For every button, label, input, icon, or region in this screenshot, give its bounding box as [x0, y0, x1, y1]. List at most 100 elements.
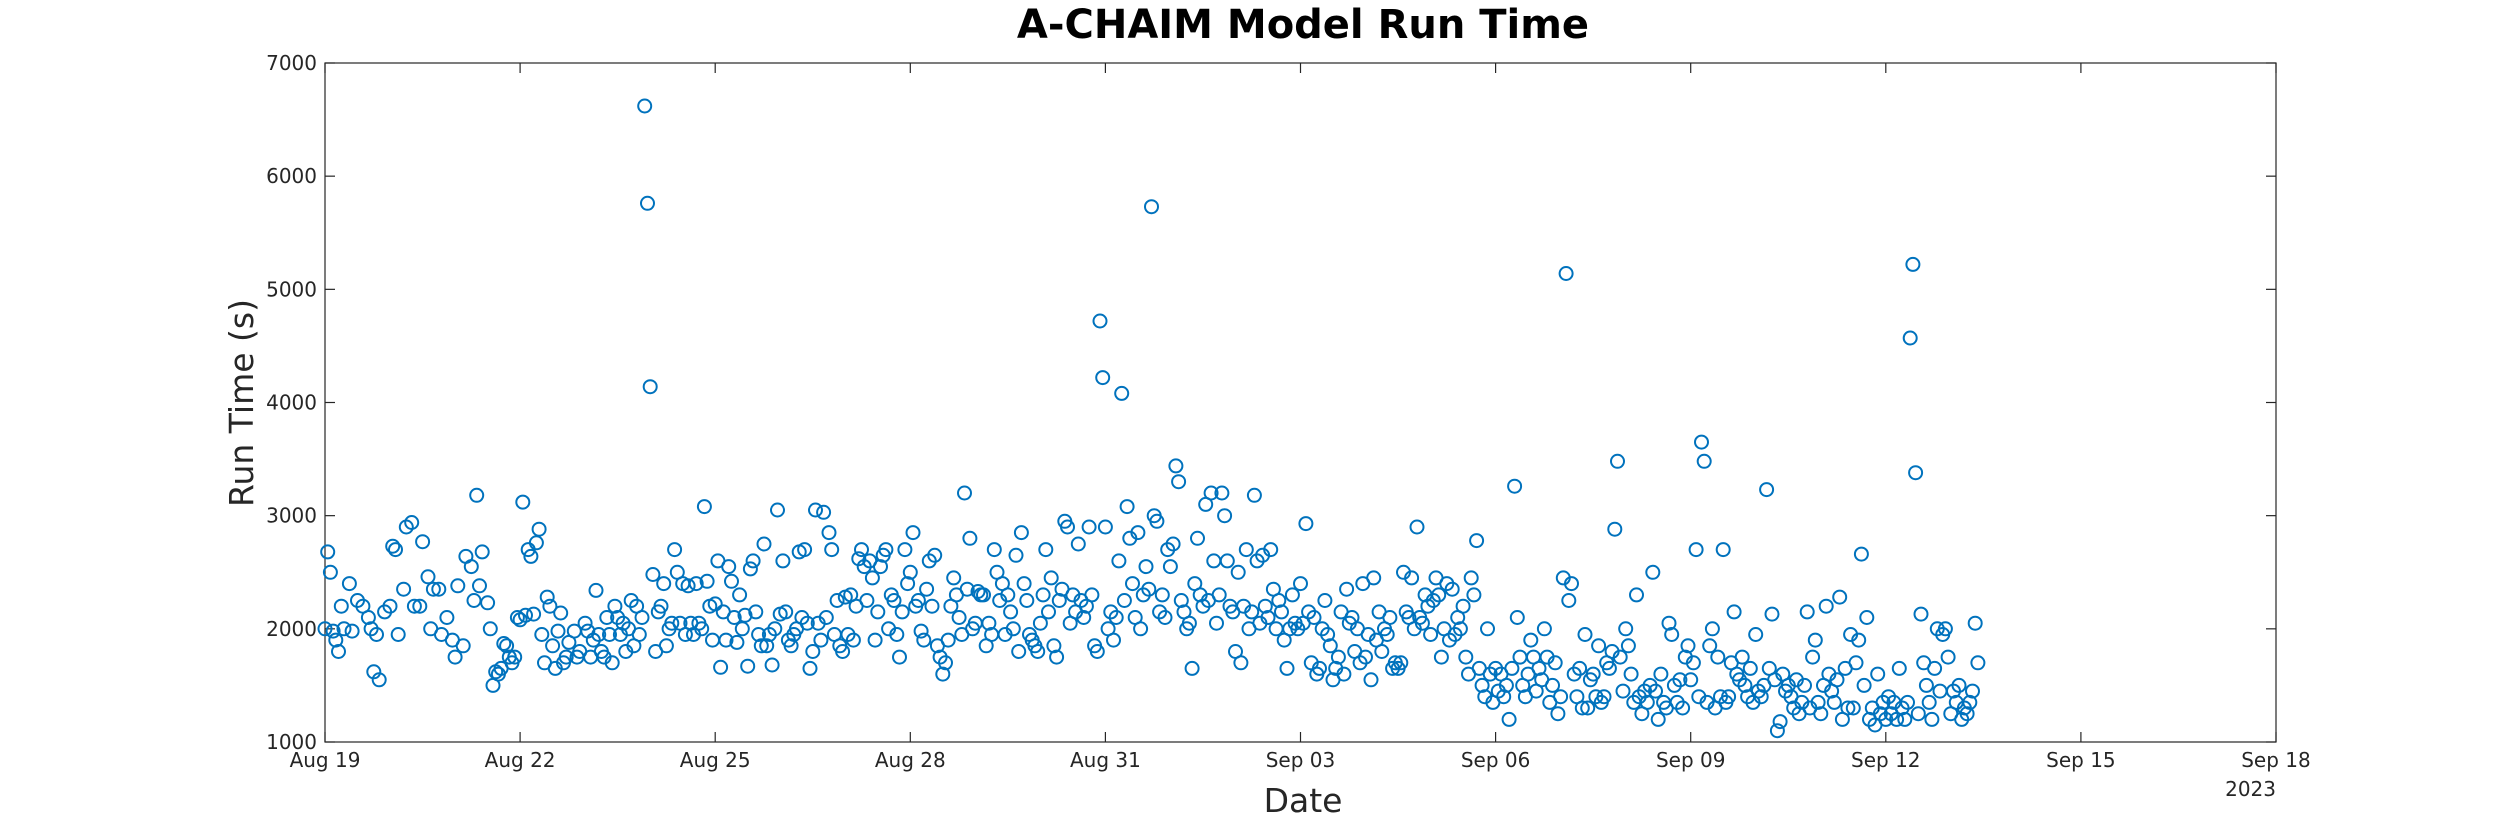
x-tick-label: Sep 12 [1851, 748, 1921, 772]
data-point [1032, 615, 1048, 631]
data-point [870, 604, 886, 620]
data-point [1601, 660, 1617, 676]
data-point [1799, 604, 1815, 620]
data-point [1748, 627, 1764, 642]
data-point [1366, 570, 1382, 586]
data-point [805, 644, 821, 659]
data-point [1414, 615, 1430, 631]
data-point [1523, 632, 1539, 648]
data-point [889, 627, 905, 642]
data-point [959, 581, 975, 597]
data-point [1891, 660, 1907, 676]
data-point [902, 564, 918, 580]
data-point [550, 623, 566, 639]
data-point [1591, 638, 1607, 654]
data-point [1076, 610, 1092, 625]
data-point [1217, 508, 1233, 524]
data-point [1772, 714, 1788, 730]
data-point [369, 627, 384, 642]
data-point [591, 627, 607, 642]
data-point [867, 632, 883, 648]
data-point [1856, 677, 1872, 693]
y-tick-label: 5000 [266, 277, 317, 301]
data-point [740, 658, 756, 674]
x-tick-label: Sep 03 [1266, 748, 1336, 772]
data-point [1610, 453, 1625, 469]
data-point [1840, 700, 1856, 716]
data-point [1246, 487, 1262, 503]
data-point [658, 638, 674, 654]
data-point [1339, 581, 1355, 597]
data-point [1423, 627, 1439, 642]
data-point [1382, 610, 1398, 625]
data-point [1853, 546, 1869, 562]
data-point [325, 623, 341, 639]
data-point [1041, 604, 1056, 620]
data-point [577, 615, 593, 631]
data-point [382, 598, 398, 614]
data-point [1409, 519, 1425, 535]
data-point [528, 535, 544, 551]
data-point [507, 649, 523, 665]
data-point [1672, 672, 1688, 688]
data-point [1458, 649, 1474, 665]
data-point [1818, 598, 1834, 614]
data-point [455, 638, 471, 654]
data-point [726, 610, 742, 625]
data-point [1547, 655, 1563, 671]
data-point [756, 536, 772, 552]
x-tick-label: Aug 31 [1070, 748, 1141, 772]
data-point [1615, 683, 1631, 699]
data-point [1618, 621, 1634, 637]
data-point [1070, 536, 1086, 552]
data-point [1263, 542, 1279, 558]
data-point [1734, 649, 1750, 665]
data-point [1184, 660, 1200, 676]
data-point [1696, 453, 1712, 469]
data-point [499, 638, 515, 654]
data-point [1268, 621, 1284, 637]
data-point [553, 605, 569, 621]
data-point [1106, 632, 1121, 648]
data-point [1645, 564, 1661, 580]
data-point [1393, 655, 1409, 671]
data-point [333, 598, 349, 614]
data-point [1336, 666, 1352, 682]
data-point [1260, 610, 1276, 625]
x-axis-label: Date [1264, 781, 1343, 820]
data-point [645, 567, 661, 582]
y-tick-label: 4000 [266, 391, 317, 415]
data-point [322, 564, 338, 580]
data-point [637, 98, 653, 114]
data-point [534, 627, 550, 642]
data-point [1404, 570, 1420, 586]
data-point [1162, 559, 1178, 575]
data-point [1144, 199, 1159, 215]
data-point [1230, 564, 1246, 580]
data-point [1038, 542, 1054, 558]
data-point [705, 632, 720, 648]
data-point [905, 525, 921, 541]
data-point [396, 581, 412, 597]
data-point [1580, 700, 1596, 716]
data-point [360, 610, 376, 625]
data-point [927, 547, 943, 563]
data-point [946, 570, 962, 586]
data-point [1769, 723, 1785, 739]
data-point [331, 644, 346, 659]
data-point [1577, 627, 1593, 642]
data-point [1165, 536, 1181, 552]
data-point [634, 610, 650, 625]
data-point [751, 627, 767, 642]
data-point [748, 604, 764, 620]
data-point [976, 587, 991, 603]
x-tick-label: Aug 22 [485, 748, 556, 772]
data-point [1181, 615, 1197, 631]
data-point [667, 542, 683, 558]
data-point [496, 636, 512, 651]
data-point [1293, 576, 1308, 592]
data-point [1759, 482, 1775, 498]
data-point [588, 582, 604, 598]
data-point [640, 195, 655, 211]
